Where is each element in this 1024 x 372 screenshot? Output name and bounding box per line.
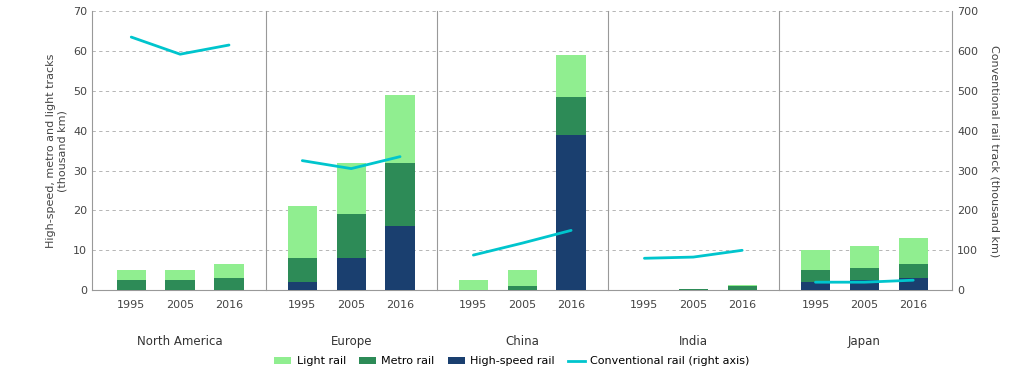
- Text: India: India: [679, 334, 708, 347]
- Bar: [288, 282, 317, 290]
- Text: China: China: [505, 334, 540, 347]
- Bar: [508, 286, 537, 290]
- Bar: [850, 280, 879, 290]
- Bar: [385, 227, 415, 290]
- Bar: [850, 246, 879, 268]
- Bar: [556, 97, 586, 135]
- Bar: [899, 278, 928, 290]
- Y-axis label: High-speed, metro and light tracks
(thousand km): High-speed, metro and light tracks (thou…: [46, 54, 68, 248]
- Bar: [727, 285, 757, 286]
- Text: Japan: Japan: [848, 334, 881, 347]
- Bar: [899, 264, 928, 278]
- Text: North America: North America: [137, 334, 223, 347]
- Bar: [288, 258, 317, 282]
- Bar: [508, 270, 537, 286]
- Bar: [166, 270, 195, 280]
- Bar: [679, 289, 708, 290]
- Bar: [556, 55, 586, 97]
- Bar: [801, 250, 830, 270]
- Bar: [166, 280, 195, 290]
- Text: Europe: Europe: [331, 334, 372, 347]
- Bar: [288, 206, 317, 258]
- Bar: [337, 214, 366, 258]
- Bar: [214, 278, 244, 290]
- Bar: [850, 268, 879, 280]
- Bar: [899, 238, 928, 264]
- Bar: [117, 270, 146, 280]
- Y-axis label: Conventional rail track (thousand km): Conventional rail track (thousand km): [989, 45, 999, 257]
- Bar: [556, 135, 586, 290]
- Bar: [801, 282, 830, 290]
- Bar: [337, 258, 366, 290]
- Bar: [459, 280, 488, 290]
- Legend: Light rail, Metro rail, High-speed rail, Conventional rail (right axis): Light rail, Metro rail, High-speed rail,…: [274, 356, 750, 366]
- Bar: [801, 270, 830, 282]
- Bar: [727, 286, 757, 290]
- Bar: [337, 163, 366, 214]
- Bar: [385, 95, 415, 163]
- Bar: [385, 163, 415, 227]
- Bar: [117, 280, 146, 290]
- Bar: [214, 264, 244, 278]
